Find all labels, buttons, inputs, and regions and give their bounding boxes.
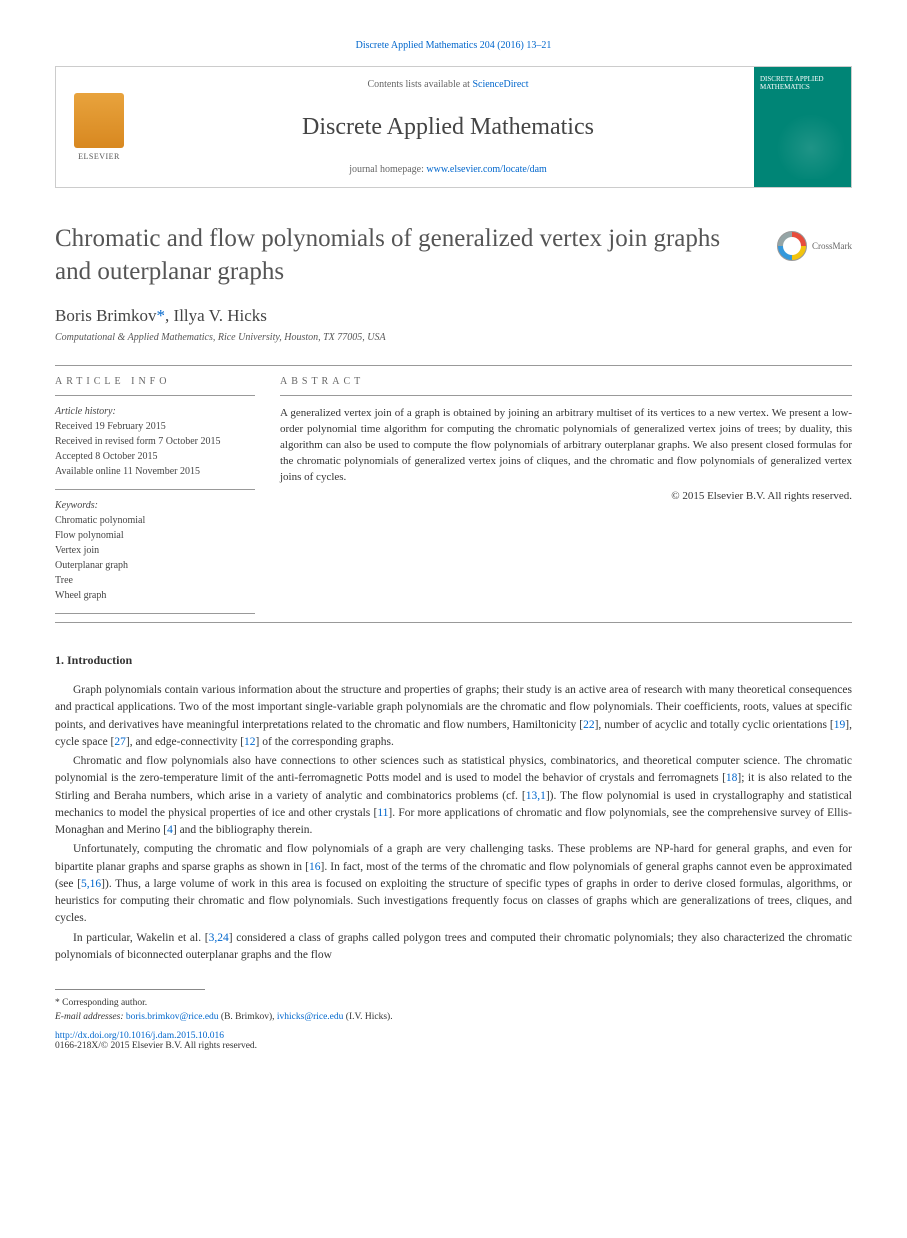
text: ], and edge-connectivity [ <box>126 736 244 748</box>
abstract-copyright: © 2015 Elsevier B.V. All rights reserved… <box>280 490 852 502</box>
corresponding-asterisk: * <box>157 306 166 325</box>
cover-thumb-art <box>760 102 845 179</box>
keywords-label: Keywords: <box>55 498 255 513</box>
text: Corresponding author. <box>62 998 147 1008</box>
footnote-divider <box>55 989 205 990</box>
citation-link[interactable]: 18 <box>726 772 738 784</box>
abstract-text: A generalized vertex join of a graph is … <box>280 395 852 486</box>
issn-line: 0166-218X/© 2015 Elsevier B.V. All right… <box>55 1041 257 1051</box>
revised-date: Received in revised form 7 October 2015 <box>55 434 255 449</box>
text: ] of the corresponding graphs. <box>256 736 394 748</box>
text: In particular, Wakelin et al. [ <box>73 932 209 944</box>
citation-link[interactable]: 3,24 <box>209 932 229 944</box>
citation-link[interactable]: 16 <box>309 861 321 873</box>
text: (B. Brimkov), <box>219 1012 277 1022</box>
email-label: E-mail addresses: <box>55 1012 124 1022</box>
keywords-block: Keywords: Chromatic polynomial Flow poly… <box>55 489 255 614</box>
sciencedirect-link[interactable]: ScienceDirect <box>472 79 528 90</box>
citation-link[interactable]: 22 <box>583 719 595 731</box>
abstract-column: ABSTRACT A generalized vertex join of a … <box>280 366 852 614</box>
corresponding-author-note: * Corresponding author. <box>55 996 852 1010</box>
homepage-line: journal homepage: www.elsevier.com/locat… <box>152 164 744 175</box>
received-date: Received 19 February 2015 <box>55 419 255 434</box>
email-line: E-mail addresses: boris.brimkov@rice.edu… <box>55 1010 852 1024</box>
text: ]). Thus, a large volume of work in this… <box>55 878 852 925</box>
elsevier-logo: ELSEVIER <box>56 67 142 187</box>
keyword: Tree <box>55 573 255 588</box>
doi-line: http://dx.doi.org/10.1016/j.dam.2015.10.… <box>55 1031 852 1051</box>
crossmark-label: CrossMark <box>812 241 852 251</box>
header-center: Contents lists available at ScienceDirec… <box>142 67 754 187</box>
email-link[interactable]: ivhicks@rice.edu <box>277 1012 344 1022</box>
paragraph: Unfortunately, computing the chromatic a… <box>55 841 852 927</box>
article-info-label: ARTICLE INFO <box>55 366 255 395</box>
elsevier-label: ELSEVIER <box>78 152 120 161</box>
footnotes: * Corresponding author. E-mail addresses… <box>55 996 852 1025</box>
citation-link[interactable]: 5,16 <box>81 878 101 890</box>
contents-prefix: Contents lists available at <box>367 79 472 90</box>
cover-thumb-title: DISCRETE APPLIED MATHEMATICS <box>760 75 845 92</box>
citation-link[interactable]: 12 <box>244 736 256 748</box>
accepted-date: Accepted 8 October 2015 <box>55 449 255 464</box>
body-text: Graph polynomials contain various inform… <box>55 682 852 964</box>
article-info-column: ARTICLE INFO Article history: Received 1… <box>55 366 280 614</box>
online-date: Available online 11 November 2015 <box>55 464 255 479</box>
top-citation: Discrete Applied Mathematics 204 (2016) … <box>55 40 852 51</box>
doi-link[interactable]: http://dx.doi.org/10.1016/j.dam.2015.10.… <box>55 1031 224 1041</box>
citation-link[interactable]: 13,1 <box>526 790 546 802</box>
author-2: , Illya V. Hicks <box>165 306 267 325</box>
homepage-link[interactable]: www.elsevier.com/locate/dam <box>426 164 546 175</box>
contents-line: Contents lists available at ScienceDirec… <box>152 79 744 90</box>
email-link[interactable]: boris.brimkov@rice.edu <box>126 1012 219 1022</box>
paragraph: Chromatic and flow polynomials also have… <box>55 753 852 839</box>
affiliation: Computational & Applied Mathematics, Ric… <box>55 332 852 343</box>
text: (I.V. Hicks). <box>343 1012 392 1022</box>
text: ] and the bibliography therein. <box>173 824 313 836</box>
crossmark-icon <box>777 231 807 261</box>
history-label: Article history: <box>55 404 255 419</box>
journal-name: Discrete Applied Mathematics <box>152 114 744 141</box>
divider <box>55 622 852 623</box>
keyword: Flow polynomial <box>55 528 255 543</box>
keyword: Chromatic polynomial <box>55 513 255 528</box>
intro-heading: 1. Introduction <box>55 653 852 668</box>
citation-link[interactable]: 19 <box>834 719 846 731</box>
citation-link[interactable]: 27 <box>114 736 126 748</box>
paragraph: Graph polynomials contain various inform… <box>55 682 852 751</box>
article-history: Article history: Received 19 February 20… <box>55 395 255 489</box>
journal-cover-thumb: DISCRETE APPLIED MATHEMATICS <box>754 67 851 187</box>
crossmark-badge[interactable]: CrossMark <box>777 231 852 261</box>
paragraph: In particular, Wakelin et al. [3,24] con… <box>55 930 852 965</box>
homepage-prefix: journal homepage: <box>349 164 426 175</box>
elsevier-tree-icon <box>74 93 124 148</box>
author-1: Boris Brimkov <box>55 306 157 325</box>
citation-link[interactable]: 11 <box>377 807 388 819</box>
abstract-label: ABSTRACT <box>280 366 852 395</box>
keyword: Vertex join <box>55 543 255 558</box>
journal-header: ELSEVIER Contents lists available at Sci… <box>55 66 852 188</box>
paper-title: Chromatic and flow polynomials of genera… <box>55 223 757 288</box>
keyword: Wheel graph <box>55 588 255 603</box>
authors: Boris Brimkov*, Illya V. Hicks <box>55 306 852 326</box>
text: ], number of acyclic and totally cyclic … <box>595 719 834 731</box>
keyword: Outerplanar graph <box>55 558 255 573</box>
